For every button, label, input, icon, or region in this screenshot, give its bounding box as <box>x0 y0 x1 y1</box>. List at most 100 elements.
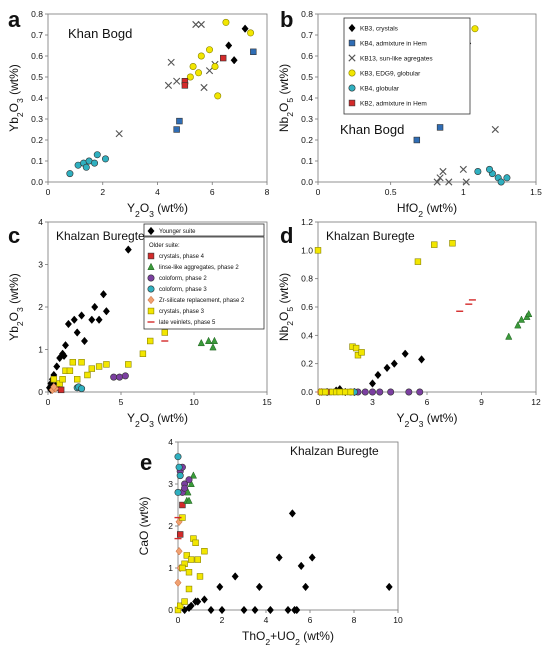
data-point <box>474 168 482 176</box>
data-point <box>74 376 81 383</box>
data-point <box>374 370 382 380</box>
data-point <box>462 178 470 186</box>
legend-label: KB4, globular <box>360 86 400 93</box>
data-point <box>176 472 184 480</box>
data-point <box>413 136 421 144</box>
data-point <box>184 488 192 496</box>
chart-title: Khalzan Buregte <box>56 229 145 243</box>
data-point <box>361 388 369 396</box>
x-tick-label: 10 <box>189 397 199 407</box>
y-tick-label: 0.8 <box>31 9 43 19</box>
data-point <box>414 258 422 265</box>
data-point <box>61 341 70 350</box>
y-tick-label: 0 <box>168 605 173 615</box>
data-point <box>115 130 123 138</box>
data-point <box>59 376 66 383</box>
series <box>177 501 186 538</box>
data-point <box>186 73 194 81</box>
data-point <box>173 126 180 133</box>
data-point <box>209 343 217 351</box>
data-point <box>70 315 78 324</box>
data-point <box>192 597 200 606</box>
y-tick-label: 0.6 <box>301 302 313 312</box>
legend-b: KB3, crystals KB4, admixture in Hem KB13, … <box>343 17 471 115</box>
y-tick-label: 0.0 <box>301 177 313 187</box>
data-point <box>197 338 205 347</box>
panel-letter: e <box>140 450 152 475</box>
series <box>66 151 109 178</box>
y-axis-label: Nb2O5 (wt%) <box>277 273 295 341</box>
legend-label: late veinlets, phase 5 <box>159 320 216 326</box>
data-point <box>220 54 227 62</box>
data-point <box>433 178 441 186</box>
y-tick-label: 0.5 <box>31 72 43 82</box>
data-point <box>101 155 109 163</box>
y-axis-label: CaO (wt%) <box>137 497 151 556</box>
y-tick-label: 0.8 <box>301 274 313 284</box>
data-point <box>275 553 283 562</box>
data-point <box>88 365 96 372</box>
data-point <box>347 388 354 396</box>
data-point <box>211 62 219 70</box>
series <box>173 48 257 133</box>
legend-label: coloform, phase 3 <box>159 287 207 293</box>
legend-marker <box>348 99 356 107</box>
series <box>181 509 393 615</box>
data-point <box>88 315 96 324</box>
panel-letter: b <box>280 7 293 32</box>
data-point <box>147 337 154 345</box>
data-point <box>50 376 58 383</box>
data-point <box>84 371 91 379</box>
data-point <box>514 321 522 329</box>
y-tick-label: 0.6 <box>301 51 313 61</box>
x-axis-label: Y2O3 (wt%) <box>127 201 188 219</box>
data-point <box>449 240 456 247</box>
series <box>197 336 219 351</box>
legend-label: KB4, admixture in Hem <box>360 41 427 48</box>
data-point <box>201 547 208 555</box>
series <box>174 516 182 540</box>
data-point <box>439 167 447 176</box>
y-tick-label: 1 <box>38 345 43 355</box>
y-tick-label: 0.2 <box>31 135 43 145</box>
data-point <box>194 556 201 563</box>
x-tick-label: 4 <box>264 615 269 625</box>
data-point <box>189 62 197 70</box>
legend-marker <box>147 262 155 270</box>
data-point <box>173 77 181 85</box>
data-point <box>195 69 203 77</box>
data-point <box>297 561 305 571</box>
data-point <box>342 388 349 396</box>
data-point <box>225 41 233 50</box>
y-tick-label: 1.2 <box>301 217 313 227</box>
y-tick-label: 0 <box>38 387 43 397</box>
y-tick-label: 0.7 <box>31 30 43 40</box>
data-point <box>207 605 215 615</box>
data-point <box>505 332 513 340</box>
data-point <box>205 67 214 75</box>
legend-label: KB3, EDG9, globular <box>360 71 421 78</box>
data-point <box>436 124 444 131</box>
data-point <box>167 58 175 66</box>
data-point <box>401 349 409 358</box>
y-tick-label: 0.3 <box>301 114 313 124</box>
data-point <box>255 582 263 592</box>
legend-marker <box>348 54 356 62</box>
data-point <box>525 309 533 318</box>
data-point <box>230 56 238 65</box>
data-point <box>64 319 72 329</box>
y-tick-label: 4 <box>168 437 173 447</box>
data-point <box>266 605 274 615</box>
data-point <box>185 476 193 484</box>
data-point <box>405 388 413 396</box>
data-point <box>431 241 438 248</box>
legend-label: Zr-silicate replacement, phase 2 <box>159 298 245 304</box>
legend-marker <box>147 226 155 236</box>
legend-box-younger <box>143 223 265 237</box>
y-axis-label: Yb2O3 (wt%) <box>7 64 25 132</box>
y-tick-label: 1 <box>168 563 173 573</box>
series <box>225 24 249 65</box>
x-axis-label: ThO2+UO2 (wt%) <box>242 629 334 647</box>
data-point <box>231 572 239 581</box>
data-point <box>336 388 343 396</box>
